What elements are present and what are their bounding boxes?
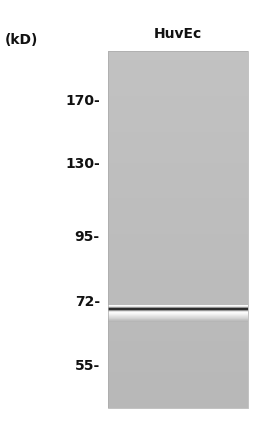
Bar xyxy=(108,118,248,123)
Bar xyxy=(108,100,248,105)
Bar xyxy=(108,269,248,274)
Bar xyxy=(108,105,248,109)
Bar xyxy=(108,403,248,408)
Bar xyxy=(108,56,248,60)
Bar xyxy=(108,314,248,315)
Bar xyxy=(108,145,248,149)
Bar xyxy=(108,109,248,114)
Bar xyxy=(108,136,248,141)
Bar xyxy=(108,345,248,350)
Bar xyxy=(108,69,248,74)
Bar xyxy=(108,167,248,172)
Bar xyxy=(108,51,248,408)
Text: (kD): (kD) xyxy=(5,33,38,47)
Bar xyxy=(108,158,248,163)
Bar xyxy=(108,60,248,65)
Bar xyxy=(108,336,248,341)
Bar xyxy=(108,221,248,225)
Text: 95-: 95- xyxy=(75,230,100,245)
Text: 170-: 170- xyxy=(65,94,100,108)
Bar xyxy=(108,83,248,87)
Bar xyxy=(108,385,248,390)
Bar xyxy=(108,78,248,83)
Bar xyxy=(108,292,248,296)
Bar xyxy=(108,318,248,319)
Bar xyxy=(108,225,248,230)
Bar xyxy=(108,327,248,332)
Bar xyxy=(108,114,248,118)
Bar xyxy=(108,74,248,78)
Bar xyxy=(108,354,248,359)
Bar xyxy=(108,149,248,154)
Bar xyxy=(108,234,248,239)
Bar xyxy=(108,141,248,145)
Text: 130-: 130- xyxy=(65,157,100,171)
Bar xyxy=(108,190,248,194)
Bar xyxy=(108,399,248,403)
Bar xyxy=(108,230,248,234)
Bar xyxy=(108,132,248,136)
Bar xyxy=(108,198,248,203)
Bar xyxy=(108,359,248,363)
Bar xyxy=(108,194,248,198)
Bar xyxy=(108,323,248,327)
Bar xyxy=(108,318,248,323)
Bar xyxy=(108,363,248,368)
Bar xyxy=(108,310,248,314)
Bar xyxy=(108,350,248,354)
Bar xyxy=(108,243,248,247)
Bar xyxy=(108,332,248,336)
Bar xyxy=(108,256,248,261)
Bar xyxy=(108,394,248,399)
Bar xyxy=(108,247,248,252)
Bar xyxy=(108,176,248,181)
Bar xyxy=(108,305,248,310)
Bar xyxy=(108,274,248,278)
Bar xyxy=(108,341,248,345)
Bar xyxy=(108,313,248,314)
Bar xyxy=(108,91,248,96)
Bar xyxy=(108,316,248,317)
Bar xyxy=(108,203,248,207)
Bar xyxy=(108,154,248,158)
Text: 55-: 55- xyxy=(74,359,100,373)
Bar xyxy=(108,212,248,216)
Bar xyxy=(108,317,248,318)
Bar xyxy=(108,265,248,269)
Bar xyxy=(108,185,248,190)
Bar xyxy=(108,207,248,211)
Bar xyxy=(108,51,248,56)
Bar xyxy=(108,261,248,265)
Bar xyxy=(108,65,248,69)
Bar xyxy=(108,320,248,321)
Bar xyxy=(108,123,248,127)
Bar xyxy=(108,287,248,292)
Bar xyxy=(108,87,248,91)
Text: 72-: 72- xyxy=(75,296,100,309)
Bar xyxy=(108,127,248,132)
Bar xyxy=(108,368,248,372)
Bar xyxy=(108,278,248,283)
Bar xyxy=(108,239,248,243)
Bar xyxy=(108,96,248,100)
Bar xyxy=(108,390,248,394)
Bar xyxy=(108,216,248,221)
Bar xyxy=(108,372,248,376)
Bar xyxy=(108,381,248,385)
Text: HuvEc: HuvEc xyxy=(154,27,202,41)
Bar xyxy=(108,172,248,176)
Bar xyxy=(108,376,248,381)
Bar xyxy=(108,314,248,318)
Bar xyxy=(108,163,248,167)
Bar xyxy=(108,252,248,256)
Bar xyxy=(108,301,248,305)
Bar xyxy=(108,283,248,287)
Bar xyxy=(108,315,248,316)
Bar xyxy=(108,181,248,185)
Bar xyxy=(108,296,248,301)
Bar xyxy=(108,319,248,320)
Bar xyxy=(108,321,248,322)
